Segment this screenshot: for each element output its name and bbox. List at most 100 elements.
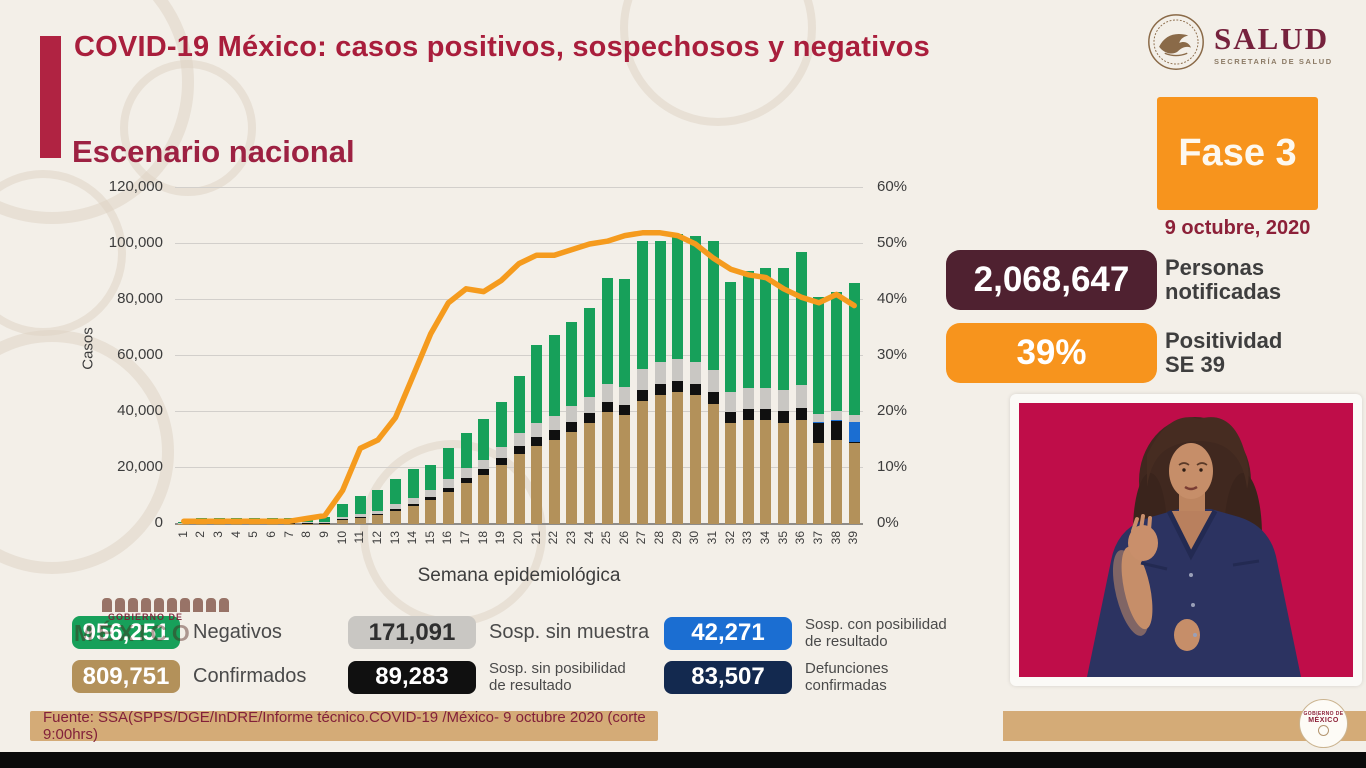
bar-segment bbox=[672, 234, 684, 359]
y-axis-tick-left: 60,000 bbox=[117, 346, 163, 363]
x-tick-label: 18 bbox=[475, 531, 490, 545]
bar-segment bbox=[372, 513, 384, 516]
x-tick-label: 33 bbox=[740, 531, 755, 545]
gobierno-emblem: GOBIERNO DE MÉXICO bbox=[1299, 699, 1348, 748]
source-text: Fuente: SSA(SPPS/DGE/InDRE/Informe técni… bbox=[43, 709, 646, 743]
gridline bbox=[175, 299, 863, 300]
x-tick-label: 11 bbox=[352, 531, 367, 544]
bar-segment bbox=[442, 448, 454, 480]
x-tick-label: 36 bbox=[793, 531, 808, 545]
label-line: Personas bbox=[1165, 255, 1265, 280]
title-accent-bar bbox=[40, 36, 61, 158]
bar-segment bbox=[813, 423, 825, 443]
bar-week-24 bbox=[584, 308, 596, 524]
salud-logo: SALUD SECRETARÍA DE SALUD bbox=[1146, 12, 1333, 77]
gridline bbox=[175, 523, 863, 525]
bar-week-38 bbox=[831, 291, 843, 524]
bar-segment bbox=[531, 445, 543, 524]
bar-segment bbox=[778, 267, 790, 390]
bar-week-12 bbox=[372, 490, 384, 524]
x-tick-label: 17 bbox=[458, 531, 473, 545]
bar-segment bbox=[760, 388, 772, 410]
label-line: SE 39 bbox=[1165, 351, 1225, 377]
x-tick-label: 16 bbox=[440, 531, 455, 545]
gobierno-watermark-figures bbox=[102, 596, 252, 612]
bar-segment bbox=[548, 430, 560, 440]
bar-segment bbox=[619, 386, 631, 405]
legend-label: Defunciones confirmadas bbox=[805, 660, 889, 695]
chart-plot-area bbox=[175, 188, 863, 524]
bar-segment bbox=[848, 442, 860, 524]
bar-segment bbox=[513, 445, 525, 454]
bar-segment bbox=[848, 422, 860, 442]
y-axis-tick-right: 20% bbox=[877, 402, 908, 419]
x-tick-label: 34 bbox=[757, 531, 772, 545]
bar-segment bbox=[566, 406, 578, 422]
bar-segment bbox=[442, 491, 454, 524]
bar-segment bbox=[654, 361, 666, 384]
bar-week-36 bbox=[795, 252, 807, 524]
x-tick-label: 32 bbox=[722, 531, 737, 545]
bar-segment bbox=[425, 500, 437, 524]
bar-segment bbox=[513, 375, 525, 433]
emblem-text: GOBIERNO DE bbox=[1303, 711, 1344, 717]
bar-segment bbox=[425, 465, 437, 491]
bar-segment bbox=[636, 400, 648, 524]
bar-segment bbox=[831, 419, 843, 421]
y-axis-tick-right: 10% bbox=[877, 458, 908, 475]
bar-segment bbox=[831, 440, 843, 524]
bar-segment bbox=[831, 411, 843, 420]
label-line: notificadas bbox=[1165, 278, 1282, 304]
bar-week-26 bbox=[619, 279, 631, 524]
bar-segment bbox=[742, 420, 754, 524]
bar-segment bbox=[672, 381, 684, 393]
notified-total-pill: 2,068,647 bbox=[946, 250, 1157, 310]
bar-segment bbox=[513, 454, 525, 524]
x-tick-label: 15 bbox=[422, 531, 437, 545]
bar-segment bbox=[425, 497, 437, 501]
bar-segment bbox=[636, 368, 648, 390]
bar-segment bbox=[407, 497, 419, 504]
page-title: COVID-19 México: casos positivos, sospec… bbox=[74, 31, 930, 63]
bar-segment bbox=[372, 515, 384, 524]
bar-segment bbox=[725, 392, 737, 412]
y-axis-tick-right: 60% bbox=[877, 178, 908, 195]
bar-week-33 bbox=[742, 270, 754, 524]
x-tick-label: 28 bbox=[652, 531, 667, 545]
bar-segment bbox=[460, 468, 472, 478]
bar-segment bbox=[513, 433, 525, 446]
gobierno-watermark-text: GOBIERNO DE bbox=[108, 612, 184, 622]
bar-segment bbox=[584, 423, 596, 524]
bar-segment bbox=[760, 267, 772, 389]
bar-segment bbox=[831, 291, 843, 412]
background-swirl bbox=[120, 60, 256, 196]
legend-value-pill: 809,751 bbox=[72, 660, 180, 693]
bar-segment bbox=[548, 416, 560, 431]
source-strip: Fuente: SSA(SPPS/DGE/InDRE/Informe técni… bbox=[30, 709, 658, 743]
positivity-line bbox=[181, 230, 857, 524]
x-tick-label: 12 bbox=[369, 531, 384, 545]
bar-segment bbox=[601, 402, 613, 412]
bar-week-39 bbox=[848, 283, 860, 524]
x-tick-label: 3 bbox=[211, 531, 226, 538]
bar-segment bbox=[584, 413, 596, 424]
legend-item: 956,251 Negativos bbox=[72, 616, 282, 649]
bar-segment bbox=[478, 459, 490, 470]
bar-segment bbox=[566, 322, 578, 407]
x-tick-label: 6 bbox=[264, 531, 279, 538]
legend-item: 171,091 Sosp. sin muestra bbox=[348, 616, 649, 649]
bar-week-9 bbox=[319, 517, 331, 524]
phase-label: Fase 3 bbox=[1178, 132, 1297, 174]
bar-segment bbox=[689, 395, 701, 524]
legend-label: Negativos bbox=[193, 621, 282, 643]
bar-segment bbox=[407, 469, 419, 498]
gobierno-watermark-text: MÉXICO bbox=[74, 620, 195, 646]
phase-box: Fase 3 bbox=[1157, 97, 1318, 210]
bar-segment bbox=[390, 510, 401, 524]
legend-value-pill: 89,283 bbox=[348, 660, 476, 694]
x-tick-label: 19 bbox=[493, 531, 508, 545]
gridline bbox=[175, 243, 863, 244]
bar-segment bbox=[636, 389, 648, 401]
bar-segment bbox=[742, 409, 754, 421]
